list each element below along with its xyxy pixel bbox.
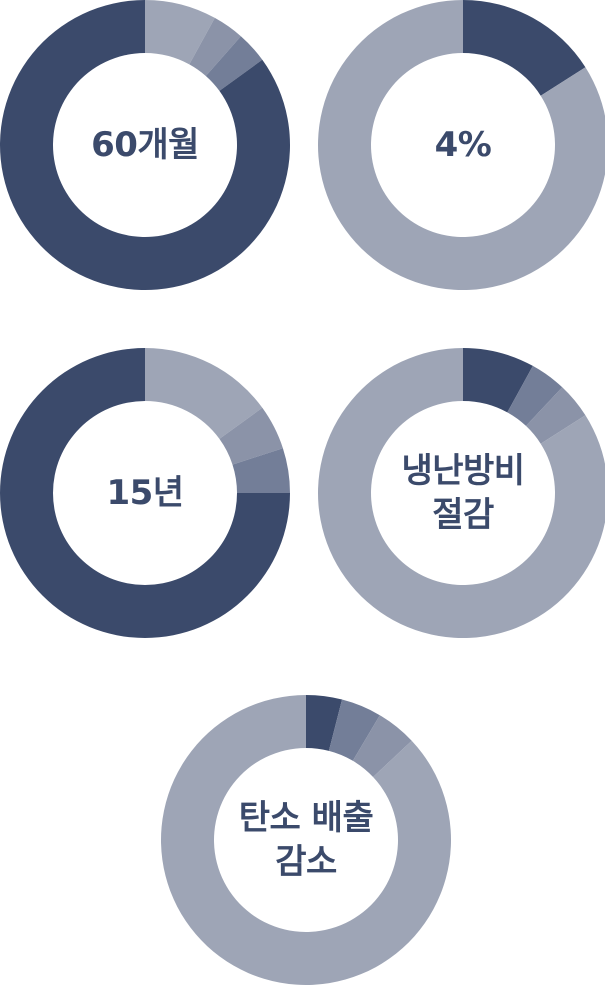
donut-5-slice-1: [306, 695, 343, 751]
donut-chart-3-label: 15년: [106, 472, 184, 513]
donut-1-slice-4: [0, 0, 290, 290]
donut-5-slice-4: [161, 695, 451, 985]
donut-1-slice-3: [205, 36, 263, 91]
donut-5-slice-2: [328, 699, 380, 761]
donut-3-slice-3: [232, 448, 290, 493]
donut-4-slice-3: [525, 387, 586, 444]
donut-4-slice-1: [463, 348, 533, 413]
donut-chart-4-label: 냉난방비 절감: [401, 450, 525, 535]
donut-chart-4-svg: [318, 348, 605, 638]
donut-chart-2-svg: [318, 0, 605, 290]
donut-chart-3: 15년: [0, 348, 290, 638]
donut-2-slice-1: [463, 0, 586, 96]
donut-2-slice-2: [318, 0, 605, 290]
donut-chart-5-svg: [161, 695, 451, 985]
donut-chart-1: 60개월: [0, 0, 290, 290]
donut-1-slice-1: [145, 0, 215, 65]
donut-chart-2-label: 4%: [434, 124, 492, 165]
donut-chart-5: 탄소 배출 감소: [161, 695, 451, 985]
donut-4-slice-2: [507, 365, 563, 426]
donut-1-slice-2: [189, 17, 241, 76]
donut-3-slice-1: [145, 348, 263, 439]
donut-chart-3-svg: [0, 348, 290, 638]
donut-4-slice-4: [318, 348, 605, 638]
donut-chart-4: 냉난방비 절감: [318, 348, 605, 638]
donut-chart-5-label: 탄소 배출 감소: [238, 797, 374, 882]
donut-chart-1-label: 60개월: [91, 124, 199, 165]
donut-3-slice-4: [0, 348, 290, 638]
donut-chart-2: 4%: [318, 0, 605, 290]
donut-3-slice-2: [219, 407, 283, 465]
donut-chart-1-svg: [0, 0, 290, 290]
donut-5-slice-3: [352, 715, 412, 778]
